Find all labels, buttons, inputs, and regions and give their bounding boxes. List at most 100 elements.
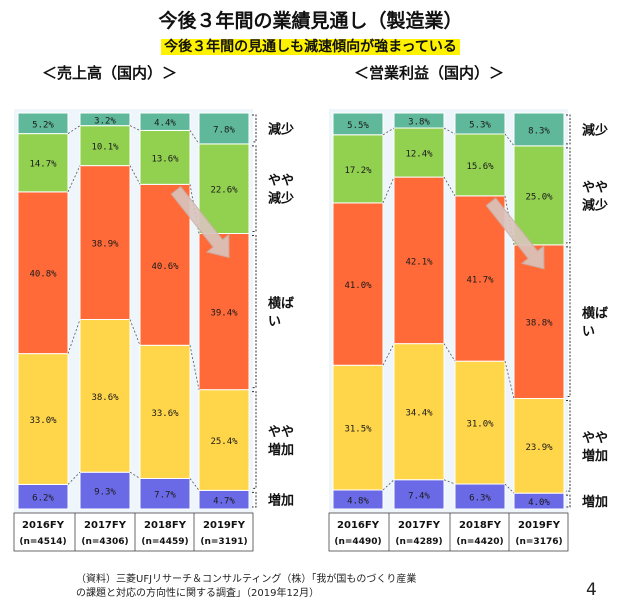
subtitle-highlight: 今後３年間の見通しも減速傾向が強まっている xyxy=(161,39,460,55)
sample-size-label-sales-2019FY: (n=3191) xyxy=(200,537,247,547)
bar-profit-2016FY-decrease xyxy=(332,112,384,136)
legend-label-profit-slight-decrease: やや xyxy=(582,180,608,195)
legend-bracket-profit-slight-increase xyxy=(566,400,571,492)
page-subtitle: 今後３年間の見通しも減速傾向が強まっている xyxy=(0,36,621,56)
x-tick-label-profit-2016FY: 2016FY xyxy=(337,520,380,531)
legend-label-profit-increase: 増加 xyxy=(582,494,608,510)
bar-sales-2016FY-flat xyxy=(17,191,69,355)
bar-sales-2018FY-decrease xyxy=(139,112,191,131)
sample-size-label-sales-2016FY: (n=4514) xyxy=(19,537,66,547)
connector-line-profit xyxy=(504,361,515,399)
data-label-sales-2017FY-slight-decrease: 10.1% xyxy=(91,143,119,153)
sample-size-label-profit-2018FY: (n=4420) xyxy=(456,537,503,547)
x-tick-label-profit-2018FY: 2018FY xyxy=(459,520,502,531)
sample-size-label-profit-2016FY: (n=4490) xyxy=(334,537,381,547)
bar-profit-2017FY-decrease xyxy=(393,112,445,129)
legend-label-profit-flat: い xyxy=(582,325,595,340)
data-label-sales-2016FY-slight-decrease: 14.7% xyxy=(29,160,57,170)
data-label-profit-2019FY-flat: 38.8% xyxy=(525,319,553,329)
data-label-profit-2019FY-slight-decrease: 25.0% xyxy=(525,192,553,202)
legend-label-profit-decrease: 減少 xyxy=(582,122,608,138)
bar-sales-2017FY-decrease xyxy=(79,112,131,127)
bar-sales-2019FY-decrease xyxy=(198,112,250,145)
bar-profit-2016FY-slight-increase xyxy=(332,364,384,491)
bar-profit-2018FY-slight-increase xyxy=(454,360,506,485)
legend-bracket-sales-flat xyxy=(252,235,257,389)
connector-line-profit xyxy=(382,176,395,204)
bar-sales-2019FY-slight-decrease xyxy=(198,143,250,235)
x-tick-label-profit-2017FY: 2017FY xyxy=(398,520,441,531)
panel-title-sales: ＜売上高（国内）＞ xyxy=(42,64,178,82)
trend-arrow-sales xyxy=(170,185,230,259)
bar-sales-2017FY-slight-decrease xyxy=(79,125,131,167)
legend-label-sales-flat: い xyxy=(268,315,281,330)
connector-line-sales xyxy=(129,125,141,131)
legend-label-profit-flat: 横ば xyxy=(582,306,608,322)
data-label-sales-2016FY-increase: 6.2% xyxy=(32,494,54,504)
sample-size-label-profit-2017FY: (n=4289) xyxy=(395,537,442,547)
connector-line-sales xyxy=(67,165,81,193)
connector-line-sales xyxy=(189,130,200,145)
data-label-profit-2017FY-increase: 7.4% xyxy=(408,491,430,501)
page-number: 4 xyxy=(586,580,597,600)
data-label-sales-2018FY-flat: 40.6% xyxy=(151,262,179,272)
data-label-sales-2016FY-decrease: 5.2% xyxy=(32,120,54,130)
connector-line-sales xyxy=(129,319,141,346)
legend-label-profit-slight-increase: 増加 xyxy=(582,448,608,464)
source-note: （資料）三菱UFJリサーチ＆コンサルティング（株）「我が国ものづくり産業 の課題… xyxy=(76,573,416,601)
data-label-profit-2019FY-slight-increase: 23.9% xyxy=(525,443,553,453)
x-tick-label-sales-2019FY: 2019FY xyxy=(203,520,246,531)
legend-label-sales-increase: 増加 xyxy=(268,493,294,509)
legend-label-profit-slight-increase: やや xyxy=(582,431,608,446)
trend-arrow-profit xyxy=(485,197,545,270)
data-label-sales-2017FY-flat: 38.9% xyxy=(91,240,119,250)
data-label-sales-2019FY-slight-decrease: 22.6% xyxy=(210,186,238,196)
bar-profit-2018FY-slight-decrease xyxy=(454,133,506,197)
legend-label-sales-slight-decrease: やや xyxy=(268,174,294,189)
legend-bracket-profit-slight-decrease xyxy=(566,147,571,244)
legend-bracket-sales-slight-decrease xyxy=(252,145,257,233)
connector-line-sales xyxy=(67,471,81,485)
bar-sales-2018FY-increase xyxy=(139,477,191,510)
data-label-profit-2016FY-decrease: 5.5% xyxy=(347,121,369,131)
data-label-profit-2018FY-flat: 41.7% xyxy=(466,275,494,285)
x-tick-label-sales-2017FY: 2017FY xyxy=(84,520,127,531)
legend-label-sales-slight-increase: やや xyxy=(268,425,294,440)
connector-line-profit xyxy=(382,343,395,366)
legend-bracket-sales-increase xyxy=(252,491,257,508)
connector-line-profit xyxy=(504,133,515,147)
source-line-2: の課題と対応の方向性に関する調査」（2019年12月） xyxy=(76,588,320,599)
bar-profit-2019FY-slight-decrease xyxy=(513,145,565,246)
data-label-sales-2018FY-slight-decrease: 13.6% xyxy=(151,154,179,164)
connector-line-profit xyxy=(443,479,456,485)
connector-line-sales xyxy=(189,478,200,491)
category-box-profit xyxy=(328,512,569,552)
data-label-sales-2017FY-increase: 9.3% xyxy=(94,488,116,498)
connector-line-profit xyxy=(382,479,395,491)
data-label-profit-2017FY-slight-decrease: 12.4% xyxy=(405,150,433,160)
data-label-sales-2019FY-slight-increase: 25.4% xyxy=(210,437,238,447)
bar-sales-2016FY-slight-increase xyxy=(17,353,69,485)
bar-sales-2017FY-slight-increase xyxy=(79,319,131,473)
data-label-profit-2016FY-increase: 4.8% xyxy=(347,496,369,506)
data-label-sales-2019FY-increase: 4.7% xyxy=(213,497,235,507)
bar-profit-2018FY-flat xyxy=(454,195,506,362)
category-box-sales xyxy=(13,512,254,552)
legend-bracket-profit-decrease xyxy=(566,114,571,145)
legend-bracket-profit-increase xyxy=(566,494,571,508)
bar-profit-2018FY-decrease xyxy=(454,112,506,135)
data-label-sales-2018FY-decrease: 4.4% xyxy=(154,119,176,129)
x-tick-label-sales-2016FY: 2016FY xyxy=(22,520,65,531)
data-label-sales-2016FY-slight-increase: 33.0% xyxy=(29,416,57,426)
data-label-sales-2016FY-flat: 40.8% xyxy=(29,270,57,280)
x-tick-label-profit-2019FY: 2019FY xyxy=(518,520,561,531)
bar-profit-2017FY-flat xyxy=(393,176,445,345)
data-label-profit-2016FY-flat: 41.0% xyxy=(344,281,372,291)
connector-line-sales xyxy=(129,471,141,479)
data-label-profit-2017FY-flat: 42.1% xyxy=(405,257,433,267)
data-label-sales-2018FY-increase: 7.7% xyxy=(154,491,176,501)
bar-profit-2019FY-decrease xyxy=(513,112,565,147)
data-label-profit-2018FY-slight-decrease: 15.6% xyxy=(466,162,494,172)
data-label-sales-2017FY-slight-increase: 38.6% xyxy=(91,393,119,403)
